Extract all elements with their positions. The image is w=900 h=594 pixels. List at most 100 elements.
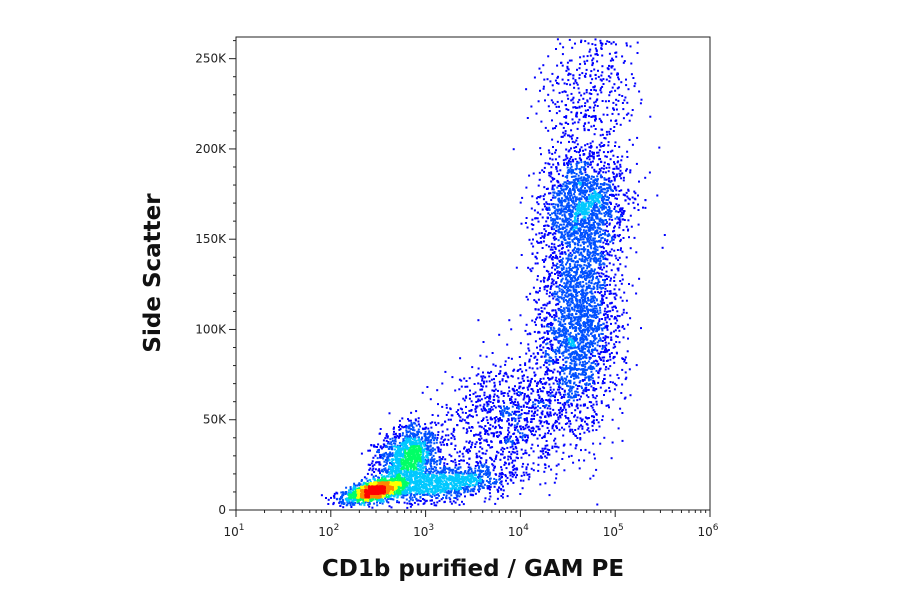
data-point [563, 163, 565, 166]
data-point [373, 445, 375, 448]
data-point [579, 167, 582, 170]
data-point [501, 446, 504, 449]
data-point [470, 400, 473, 403]
data-point [556, 100, 559, 103]
data-point [565, 295, 567, 298]
data-point [456, 498, 459, 501]
data-point [621, 412, 624, 414]
data-point [613, 330, 615, 333]
data-point [592, 153, 595, 156]
data-point [582, 364, 585, 367]
data-point [566, 289, 569, 292]
data-point [562, 451, 565, 454]
data-point [550, 348, 553, 350]
data-point [574, 274, 577, 277]
data-point [570, 317, 573, 320]
data-point [584, 116, 587, 119]
data-point [453, 438, 456, 441]
data-point [543, 234, 546, 237]
data-point [598, 223, 601, 226]
data-point [475, 406, 478, 409]
data-point [445, 494, 448, 497]
data-point [429, 441, 431, 444]
data-point [507, 438, 510, 441]
data-point [566, 163, 569, 165]
data-point [615, 294, 618, 297]
data-point [548, 413, 551, 416]
data-point [527, 266, 530, 269]
data-point [493, 384, 496, 387]
data-point [532, 403, 535, 406]
data-point [555, 376, 558, 379]
data-point [577, 372, 580, 375]
data-point [479, 399, 481, 402]
data-point [555, 112, 558, 115]
data-point [604, 275, 607, 278]
data-point [584, 365, 587, 368]
data-point [545, 440, 548, 442]
data-point [470, 470, 473, 473]
data-point [587, 285, 590, 288]
data-point [532, 172, 535, 175]
data-point [553, 295, 556, 298]
data-point [516, 370, 519, 372]
data-point [542, 304, 545, 307]
data-point [408, 496, 411, 499]
data-point [588, 265, 591, 268]
data-point [522, 462, 525, 465]
data-points [320, 38, 666, 509]
data-point [575, 265, 578, 268]
data-point [600, 44, 603, 47]
data-point [478, 425, 481, 428]
data-point [624, 396, 627, 399]
data-point [590, 295, 593, 298]
data-point [595, 330, 598, 333]
data-point [570, 375, 572, 378]
data-point [459, 450, 461, 453]
data-point [539, 313, 542, 316]
data-point [617, 76, 620, 79]
data-point [595, 394, 598, 397]
data-point [541, 208, 544, 211]
data-point [588, 50, 591, 53]
data-point [563, 291, 566, 294]
data-point [602, 256, 605, 258]
data-point [435, 504, 438, 507]
data-point [595, 315, 598, 318]
data-point [546, 413, 549, 416]
data-point [600, 74, 603, 77]
data-point [614, 89, 617, 92]
data-point [494, 427, 497, 430]
data-point [429, 433, 432, 436]
data-point [573, 280, 576, 283]
data-point [549, 192, 552, 195]
data-point [576, 106, 579, 109]
data-point [557, 184, 560, 187]
data-point [365, 477, 368, 480]
data-point [554, 210, 557, 213]
data-point [461, 418, 464, 421]
data-point [576, 299, 579, 302]
data-point [493, 417, 496, 419]
data-point [590, 125, 593, 128]
data-point [598, 333, 600, 336]
data-point [569, 285, 572, 288]
data-point [546, 302, 549, 305]
data-point [539, 213, 542, 216]
data-point [607, 349, 610, 351]
data-point [564, 192, 566, 195]
data-point [566, 375, 569, 378]
data-point [562, 334, 565, 337]
data-point [519, 432, 521, 435]
data-point [557, 162, 559, 165]
data-point [486, 430, 489, 432]
data-point [469, 450, 471, 453]
data-point [625, 299, 628, 302]
data-point [368, 468, 371, 471]
data-point [588, 254, 591, 257]
data-point [601, 100, 604, 102]
data-point [595, 400, 598, 403]
data-point [486, 487, 489, 490]
data-point [555, 285, 558, 288]
data-point [529, 379, 532, 382]
